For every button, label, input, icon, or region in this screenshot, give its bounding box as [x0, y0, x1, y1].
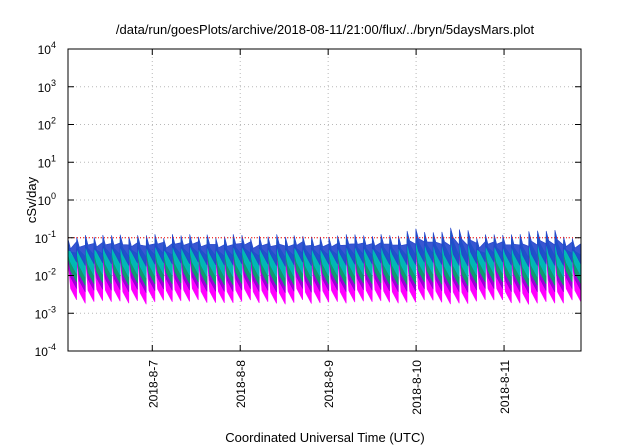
- y-tick-label: 10-2: [35, 267, 56, 284]
- y-tick-label: 10-3: [35, 304, 56, 321]
- chart-title: /data/run/goesPlots/archive/2018-08-11/2…: [116, 22, 535, 37]
- y-tick-label: 102: [38, 116, 56, 133]
- y-tick-label: 104: [38, 40, 56, 57]
- y-tick-label: 100: [38, 191, 56, 208]
- y-tick-label: 103: [38, 78, 56, 95]
- x-tick-label: 2018-8-9: [322, 360, 336, 408]
- y-axis-label: cSv/day: [24, 176, 39, 223]
- x-tick-label: 2018-8-7: [146, 360, 160, 408]
- x-axis-ticks: 2018-8-7 2018-8-8 2018-8-9 2018-8-10 2018-8-…: [146, 49, 512, 415]
- y-tick-label: 10-1: [35, 229, 56, 246]
- y-tick-label: 10-4: [35, 342, 56, 359]
- gridlines: [68, 49, 581, 351]
- x-axis-label: Coordinated Universal Time (UTC): [225, 430, 424, 445]
- x-tick-label: 2018-8-10: [410, 360, 424, 415]
- x-tick-label: 2018-8-11: [498, 360, 512, 414]
- x-tick-label: 2018-8-8: [234, 360, 248, 408]
- y-axis-ticks: 10-4 10-3 10-2 10-1 100 101 102 103 104: [35, 40, 581, 359]
- y-tick-label: 101: [38, 153, 56, 170]
- data-bands: [67, 227, 582, 305]
